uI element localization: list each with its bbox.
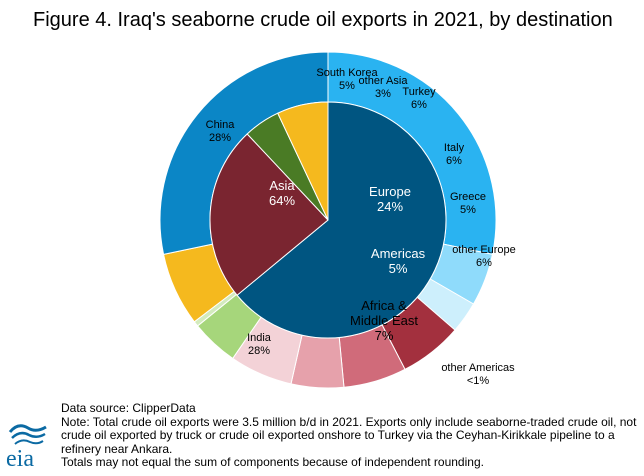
inner-slice-europe — [209, 133, 329, 296]
inner-slice-asia — [236, 101, 447, 339]
outer-label-italy: Italy 6% — [444, 142, 465, 167]
outer-label-other-europe: other Europe 6% — [452, 244, 516, 269]
chart-title: Figure 4. Iraq's seaborne crude oil expo… — [33, 9, 613, 31]
data-source: Data source: ClipperData — [61, 401, 196, 415]
outer-label-south-korea: South Korea 5% — [316, 67, 378, 92]
eia-logo: eia — [6, 424, 47, 470]
inner-ring — [209, 101, 447, 339]
inner-label-africa-middle-east: Africa & Middle East 7% — [350, 298, 418, 343]
outer-label-china: China 28% — [206, 119, 236, 144]
source-notes: Data source: ClipperData Note: Total cru… — [61, 401, 641, 470]
svg-text:eia: eia — [6, 446, 34, 470]
inner-label-asia: Asia 64% — [269, 178, 295, 208]
slice-labels: China 28% South Korea 5% other Asia 3% Turkey 6… — [206, 67, 516, 387]
outer-label-india: India 28% — [247, 332, 272, 357]
outer-label-other-asia: other Asia 3% — [359, 75, 409, 100]
outer-label-greece: Greece 5% — [450, 191, 486, 216]
pie-chart: China 28% South Korea 5% other Asia 3% Turkey 6… — [159, 51, 516, 389]
note-text: Note: Total crude oil exports were 3.5 m… — [61, 414, 637, 456]
inner-label-americas: Americas 5% — [371, 246, 426, 276]
rounding-note: Totals may not equal the sum of componen… — [61, 455, 484, 469]
inner-label-europe: Europe 24% — [369, 184, 411, 214]
inner-slice-africa-middle-east — [277, 101, 329, 221]
outer-label-other-americas: other Americas <1% — [441, 362, 515, 387]
outer-label-turkey: Turkey 6% — [402, 86, 436, 111]
